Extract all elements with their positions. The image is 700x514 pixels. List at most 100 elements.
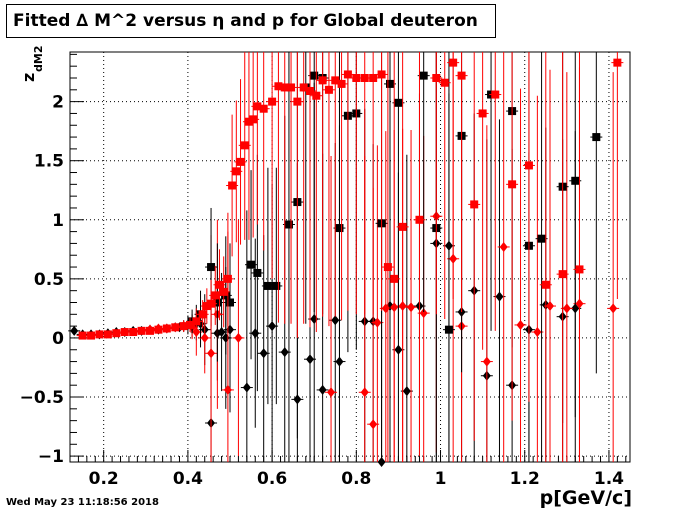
- data-point-square: [508, 180, 517, 189]
- x-axis-label: p[GeV/c]: [539, 487, 632, 509]
- data-point-diamond: [495, 291, 504, 302]
- data-point-square: [335, 224, 344, 233]
- data-point-diamond: [377, 457, 386, 467]
- data-point-square: [440, 78, 449, 87]
- x-tick-label: 0.6: [257, 469, 287, 489]
- data-point-square: [249, 115, 258, 124]
- data-point-diamond: [306, 354, 314, 365]
- y-tick-label: 2: [52, 93, 64, 113]
- data-point-square: [211, 291, 220, 300]
- data-point-square: [274, 82, 283, 91]
- data-point-diamond: [369, 419, 378, 430]
- data-point-square: [524, 161, 533, 170]
- data-point-diamond: [223, 384, 232, 395]
- plot-frame: [69, 51, 631, 463]
- data-point-square: [293, 97, 302, 106]
- y-axis-label-main: z: [19, 73, 38, 82]
- data-point-diamond: [419, 308, 428, 319]
- data-point-square: [259, 104, 268, 113]
- data-point-diamond: [331, 315, 340, 326]
- data-point-square: [215, 280, 224, 289]
- data-point-square: [226, 298, 234, 307]
- chart-title: Fitted ∆ M^2 versus η and p for Global d…: [6, 4, 496, 38]
- data-point-square: [192, 317, 201, 326]
- data-point-square: [268, 97, 277, 106]
- x-tick-label: 0.2: [89, 469, 119, 489]
- data-point-square: [87, 331, 96, 340]
- data-point-square: [207, 299, 216, 308]
- data-point-square: [383, 263, 392, 272]
- data-point-diamond: [482, 356, 491, 367]
- data-point-diamond: [373, 317, 382, 328]
- data-point-diamond: [192, 327, 201, 338]
- data-point-square: [343, 70, 352, 79]
- data-point-square: [360, 73, 369, 82]
- data-point-diamond: [499, 241, 508, 252]
- data-point-square: [272, 281, 281, 290]
- data-point-square: [310, 71, 319, 80]
- data-point-square: [223, 274, 232, 283]
- data-point-square: [318, 76, 327, 85]
- data-point-square: [457, 71, 466, 80]
- y-tick-label: 0: [52, 329, 64, 349]
- x-tick-label: 1.4: [594, 469, 624, 489]
- data-point-square: [558, 270, 567, 279]
- data-point-square: [186, 320, 194, 329]
- data-point-diamond: [407, 302, 416, 313]
- data-point-square: [213, 298, 222, 307]
- data-point-square: [377, 70, 386, 79]
- data-point-square: [331, 76, 340, 85]
- data-point-square: [253, 268, 262, 277]
- data-point-diamond: [394, 344, 403, 355]
- data-point-diamond: [402, 386, 411, 397]
- data-point-square: [219, 287, 228, 296]
- data-point-square: [312, 91, 321, 100]
- data-point-diamond: [70, 325, 79, 336]
- data-point-square: [112, 329, 121, 338]
- y-tick-label: 1.5: [34, 152, 64, 172]
- data-point-square: [236, 157, 245, 166]
- data-point-square: [247, 260, 256, 269]
- data-point-square: [253, 102, 262, 111]
- data-point-diamond: [609, 303, 618, 314]
- data-point-square: [398, 222, 407, 231]
- data-point-diamond: [268, 321, 277, 332]
- data-point-diamond: [259, 348, 268, 359]
- data-point-square: [537, 234, 546, 243]
- data-point-diamond: [516, 319, 525, 330]
- data-point-square: [432, 73, 441, 82]
- data-point-square: [592, 133, 601, 142]
- data-point-diamond: [207, 348, 216, 359]
- data-point-square: [154, 325, 163, 334]
- x-tick-label: 1.2: [510, 469, 540, 489]
- data-point-square: [419, 71, 428, 80]
- data-point-square: [162, 324, 171, 333]
- timestamp: Wed May 23 11:18:56 2018: [6, 497, 159, 508]
- data-point-square: [394, 98, 403, 107]
- data-point-square: [284, 220, 293, 229]
- data-point-square: [202, 302, 211, 311]
- plot-area: [70, 52, 630, 462]
- data-point-diamond: [533, 327, 542, 338]
- data-point-diamond: [217, 327, 226, 338]
- data-point-square: [306, 86, 314, 95]
- data-point-square: [179, 322, 188, 331]
- x-tick-label: 0.4: [173, 469, 203, 489]
- y-tick-label: 0.5: [34, 270, 64, 290]
- data-point-square: [386, 79, 394, 88]
- data-point-square: [352, 73, 361, 82]
- x-tick-label: 0.8: [341, 469, 371, 489]
- data-point-square: [478, 109, 487, 118]
- data-point-square: [444, 325, 453, 334]
- y-tick-label: −0.5: [20, 388, 64, 408]
- data-point-square: [146, 326, 154, 335]
- data-point-square: [120, 328, 129, 337]
- data-point-square: [470, 200, 479, 209]
- y-axis-label-subscript: dM2: [32, 46, 45, 72]
- data-point-square: [232, 167, 241, 176]
- data-point-square: [449, 58, 458, 67]
- data-point-diamond: [360, 387, 369, 398]
- data-point-square: [491, 90, 500, 99]
- data-point-diamond: [234, 332, 243, 343]
- data-point-square: [299, 83, 308, 92]
